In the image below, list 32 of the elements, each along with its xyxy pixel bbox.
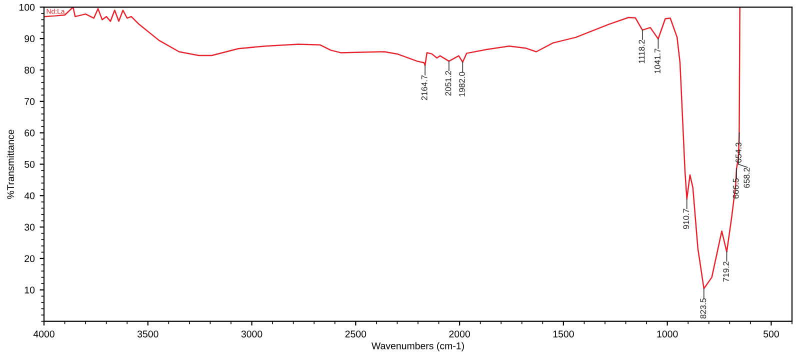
- annotation: 2164.7: [421, 75, 428, 100]
- y-tick-label: 70: [24, 98, 35, 106]
- annotation: 719.2: [723, 262, 729, 282]
- x-tick-label: 2500: [345, 330, 366, 338]
- y-tick-label: 30: [24, 224, 35, 231]
- x-tick-label: 500: [764, 330, 779, 338]
- annotation: 2051.2: [445, 71, 452, 96]
- y-tick-label: 100: [19, 4, 35, 11]
- y-tick-label: 40: [24, 192, 35, 200]
- y-tick-label: 90: [24, 35, 35, 42]
- annotation: 654.3: [736, 142, 742, 163]
- y-tick-label: 50: [24, 160, 35, 168]
- annotation: 823.5: [700, 298, 706, 319]
- annotation: 666.5: [732, 178, 739, 198]
- x-tick-label: 1500: [553, 330, 574, 338]
- y-tick-label: 20: [24, 255, 35, 262]
- x-tick-label: 3500: [137, 330, 158, 338]
- annotation: 1118.2: [638, 40, 645, 64]
- annotation: 1982.0: [459, 72, 465, 96]
- x-tick-label: 3000: [241, 330, 262, 338]
- y-axis-title: %Transmittance: [6, 130, 14, 199]
- x-tick-label: 4000: [33, 330, 54, 338]
- annotation: 658.2: [744, 168, 750, 188]
- y-tick-label: 80: [24, 66, 35, 74]
- line-series: [44, 7, 740, 290]
- x-tick-label: 1000: [657, 330, 678, 338]
- annotation: 910.7: [683, 208, 690, 229]
- x-axis-title: Wavenumbers (cm-1): [372, 342, 464, 352]
- y-tick-label: 60: [24, 130, 35, 136]
- y-tick-label: 10: [24, 286, 35, 294]
- x-tick-label: 2000: [449, 330, 470, 338]
- annotation: 1041.7: [654, 48, 660, 74]
